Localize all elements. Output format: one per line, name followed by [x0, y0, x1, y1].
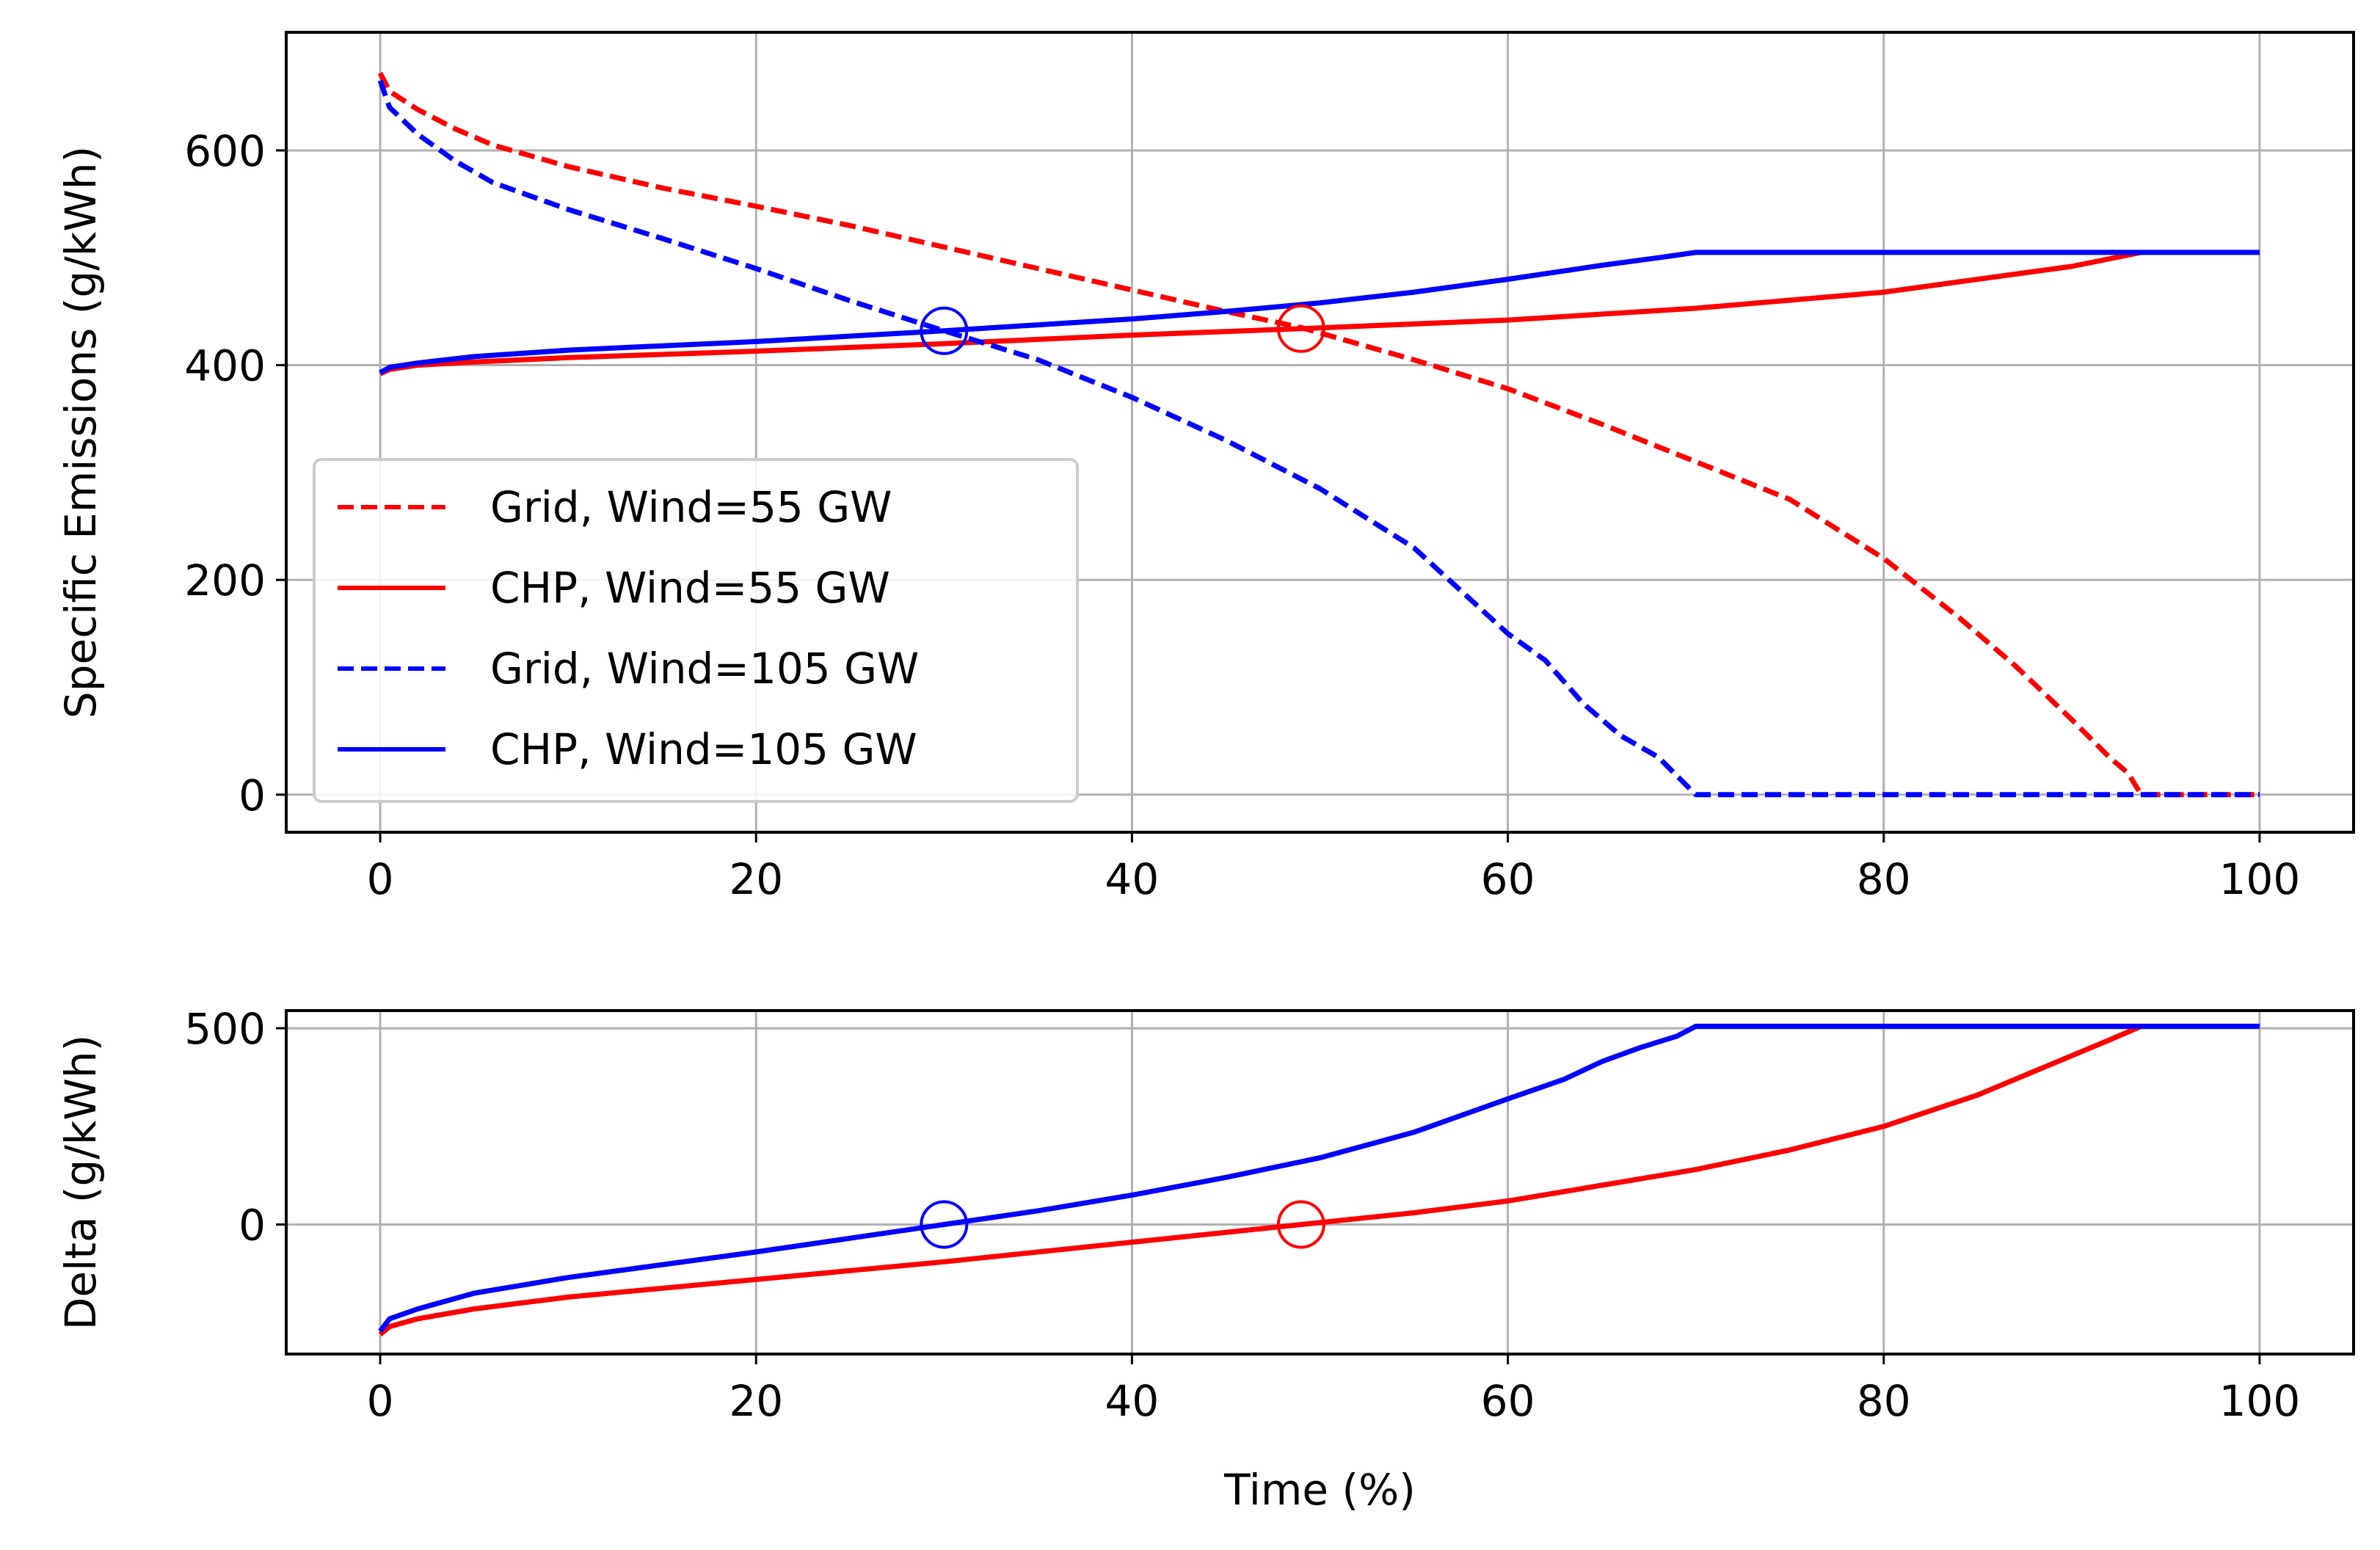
legend-label-grid-55: Grid, Wind=55 GW — [490, 482, 892, 532]
delta-crossover-markers — [920, 1200, 1325, 1249]
delta-crossover-marker — [920, 1200, 969, 1249]
emissions-series-line-0 — [377, 71, 2260, 798]
delta-axes-frame — [285, 1009, 2355, 1356]
delta-x-axis-label: Time (%) — [1223, 1465, 1416, 1515]
emissions-y-tick-label: 400 — [184, 341, 266, 391]
delta-crossover-marker — [1276, 1200, 1325, 1249]
emissions-x-tick-label: 40 — [1105, 854, 1160, 904]
emissions-x-tick-label: 100 — [2219, 854, 2301, 904]
emissions-y-axis-label: Specific Emissions (g/kWh) — [56, 146, 106, 718]
delta-x-tick-label: 100 — [2219, 1376, 2301, 1426]
legend-label-chp-55: CHP, Wind=55 GW — [490, 563, 890, 613]
emissions-series-line-3 — [379, 250, 2260, 375]
emissions-crossover-markers — [920, 304, 1325, 355]
delta-series-line-1 — [378, 1023, 2260, 1333]
emissions-crossover-marker — [920, 306, 969, 355]
delta-panel: 0 20 40 60 80 100 0 500 Delta (g/kWh) Time (%) — [56, 1004, 2355, 1515]
emissions-legend: Grid, Wind=55 GW CHP, Wind=55 GW Grid, W… — [313, 458, 1079, 803]
delta-x-tick-label: 80 — [1857, 1376, 1911, 1426]
emissions-axes-frame — [285, 31, 2355, 834]
emissions-x-tick-label: 0 — [367, 854, 394, 904]
delta-series — [378, 1023, 2260, 1336]
delta-series-line-0 — [378, 1024, 2142, 1336]
emissions-series-line-2 — [377, 79, 2260, 798]
emissions-series-line-1 — [379, 250, 2142, 376]
delta-x-tick-label: 60 — [1481, 1376, 1535, 1426]
emissions-y-tick-label: 200 — [184, 556, 266, 605]
delta-x-ticks: 0 20 40 60 80 100 — [367, 1354, 2301, 1426]
delta-y-ticks: 0 500 — [184, 1004, 286, 1250]
legend-box — [313, 458, 1079, 803]
emissions-panel: 0 20 40 60 80 100 0 200 400 600 Specific Emissio… — [56, 31, 2355, 904]
emissions-crossover-marker — [1276, 304, 1325, 353]
emissions-x-tick-label: 20 — [729, 854, 783, 904]
delta-x-tick-label: 20 — [729, 1376, 783, 1426]
emissions-series — [377, 71, 2260, 798]
delta-y-axis-label: Delta (g/kWh) — [56, 1035, 106, 1331]
delta-x-tick-label: 0 — [367, 1376, 394, 1426]
emissions-y-ticks: 0 200 400 600 — [184, 126, 286, 821]
emissions-y-tick-label: 0 — [239, 771, 266, 821]
emissions-x-ticks: 0 20 40 60 80 100 — [367, 832, 2301, 904]
emissions-x-tick-label: 80 — [1857, 854, 1911, 904]
delta-y-tick-label: 500 — [184, 1004, 266, 1054]
delta-x-tick-label: 40 — [1105, 1376, 1160, 1426]
delta-y-tick-label: 0 — [239, 1200, 266, 1250]
legend-label-chp-105: CHP, Wind=105 GW — [490, 724, 917, 774]
emissions-y-tick-label: 600 — [184, 126, 266, 176]
emissions-x-tick-label: 60 — [1481, 854, 1535, 904]
legend-label-grid-105: Grid, Wind=105 GW — [490, 644, 919, 694]
